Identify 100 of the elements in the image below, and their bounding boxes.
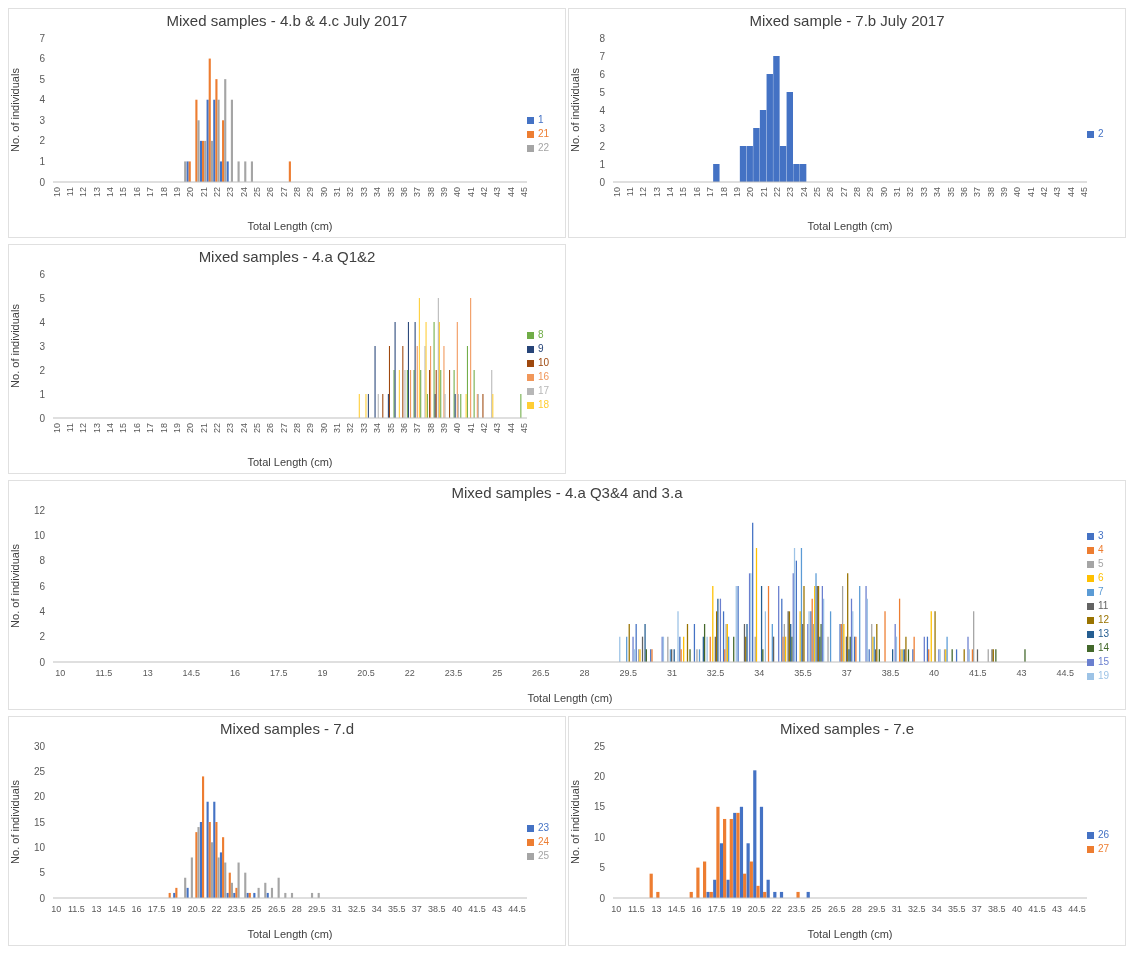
x-tick-label: 10 [55,668,66,679]
legend-label: 21 [538,128,550,139]
x-tick-label: 43 [491,904,502,915]
x-tick-label: 35 [945,187,956,198]
x-tick-label: 40 [452,187,463,198]
x-tick-label: 26 [265,187,276,198]
x-tick-label: 11 [625,187,636,197]
legend-label: 18 [538,399,550,410]
x-tick-label: 38.5 [428,904,446,915]
x-tick-label: 35.5 [948,904,966,915]
x-tick-label: 41 [1025,187,1036,198]
x-tick-label: 36 [398,187,409,198]
y-tick-label: 7 [39,32,46,44]
y-axis-title: No. of individuals [568,67,581,152]
x-tick-label: 18 [158,187,169,198]
x-tick-label: 21 [758,187,769,198]
legend-label: 16 [538,371,550,382]
x-tick-label: 39 [438,423,449,434]
y-tick-label: 10 [33,841,46,853]
y-tick-label: 5 [599,86,606,98]
x-tick-label: 17.5 [147,904,166,915]
x-tick-label: 23.5 [787,904,806,915]
y-tick-label: 6 [39,268,46,280]
legend-label: 8 [538,329,544,340]
x-tick-label: 39 [438,187,449,198]
x-tick-label: 37 [972,187,983,198]
x-tick-label: 29.5 [619,668,638,679]
x-tick-label: 26 [825,187,836,198]
x-tick-label: 34 [372,187,383,198]
x-tick-label: 17.5 [269,668,288,679]
x-tick-label: 16 [131,423,142,434]
y-tick-label: 0 [39,412,46,424]
y-tick-label: 8 [599,32,606,44]
x-axis-title: Total Length (cm) [247,456,333,468]
x-tick-label: 28 [852,187,863,198]
x-tick-label: 31 [666,668,677,679]
y-tick-label: 1 [39,388,46,400]
x-tick-label: 36 [398,423,409,434]
x-tick-label: 21 [198,187,209,198]
y-tick-label: 2 [39,631,46,643]
x-tick-label: 13 [142,668,153,679]
x-tick-label: 20 [745,187,756,198]
x-axis-title: Total Length (cm) [247,220,333,232]
y-tick-label: 2 [599,140,606,152]
x-tick-label: 13 [91,423,102,434]
x-tick-label: 14.5 [107,904,126,915]
y-tick-label: 5 [39,867,46,879]
x-tick-label: 24 [798,187,809,198]
x-tick-label: 44.5 [508,904,526,915]
x-tick-label: 32 [905,187,916,198]
y-axis-title: No. of individuals [8,543,21,628]
x-tick-label: 26.5 [827,904,846,915]
y-tick-label: 5 [39,292,46,304]
x-tick-label: 41.5 [969,668,987,679]
x-tick-label: 40 [452,423,463,434]
x-tick-label: 23 [225,423,236,434]
x-tick-label: 14 [105,423,116,434]
x-tick-label: 25 [492,668,503,679]
x-tick-label: 19 [317,668,328,679]
x-tick-label: 23.5 [444,668,463,679]
x-tick-label: 17 [705,187,716,198]
x-tick-label: 25 [252,423,263,434]
y-tick-label: 10 [593,831,606,843]
x-tick-label: 41.5 [1028,904,1046,915]
x-tick-label: 31 [331,904,342,915]
x-tick-label: 12 [78,187,89,198]
legend-label: 24 [538,836,550,847]
x-axis-title: Total Length (cm) [527,692,613,704]
legend-label: 25 [538,850,550,861]
x-tick-label: 32.5 [907,904,926,915]
y-tick-label: 10 [33,529,46,541]
x-tick-label: 12 [78,423,89,434]
y-tick-label: 6 [599,68,606,80]
x-tick-label: 28 [579,668,590,679]
y-tick-label: 6 [39,580,46,592]
x-tick-label: 32.5 [706,668,725,679]
x-tick-label: 41.5 [468,904,486,915]
y-tick-label: 0 [39,892,46,904]
y-tick-label: 3 [599,122,606,134]
x-tick-label: 44 [1065,187,1076,198]
legend-label: 26 [1098,829,1110,840]
legend-label: 23 [538,822,550,833]
y-tick-label: 4 [39,316,46,328]
chart-title: Mixed sample - 7.b July 2017 [748,11,946,31]
x-tick-label: 17 [145,423,156,434]
x-tick-label: 40 [929,668,940,679]
x-tick-label: 36 [958,187,969,198]
x-tick-label: 28 [291,904,302,915]
x-tick-label: 40 [1012,187,1023,198]
x-tick-label: 33 [358,423,369,434]
x-tick-label: 44 [505,423,516,434]
y-tick-label: 0 [39,176,46,188]
x-tick-label: 40 [451,904,462,915]
x-tick-label: 33 [358,187,369,198]
x-tick-label: 29 [305,423,316,434]
x-tick-label: 38.5 [881,668,900,679]
legend-label: 9 [538,343,544,354]
x-tick-label: 44.5 [1056,668,1074,679]
x-tick-label: 29 [305,187,316,198]
x-tick-label: 25 [812,187,823,198]
